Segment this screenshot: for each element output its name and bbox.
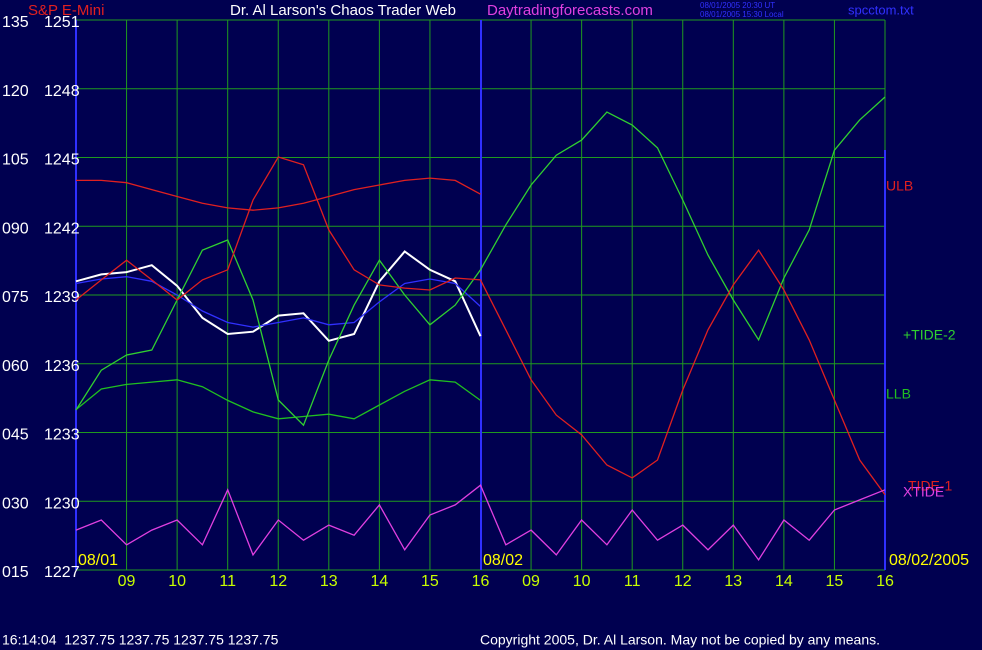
series-line: [75, 250, 482, 342]
y-tick-label: 1230: [44, 495, 80, 512]
x-tick-label: 12: [674, 573, 692, 590]
date-label: 08/01: [78, 552, 118, 569]
website: Daytradingforecasts.com: [487, 2, 653, 19]
y2-tick-label: 090: [2, 220, 29, 237]
series-line: [75, 379, 481, 420]
file-name: spcctom.txt: [848, 2, 914, 17]
y-tick-label: 1245: [44, 152, 80, 169]
y2-tick-label: 060: [2, 358, 29, 375]
y-tick-label: 1248: [44, 83, 80, 100]
x-tick-label: 12: [269, 573, 287, 590]
x-tick-label: 15: [421, 573, 439, 590]
series-line: [75, 156, 886, 496]
x-tick-label: 13: [724, 573, 742, 590]
x-tick-label: 10: [573, 573, 591, 590]
x-tick-label: 11: [219, 573, 236, 590]
x-tick-label: 11: [624, 573, 641, 590]
chart-title: Dr. Al Larson's Chaos Trader Web: [230, 2, 456, 19]
x-tick-label: 09: [522, 573, 540, 590]
x-tick-label: 14: [370, 573, 388, 590]
series-label: LLB: [886, 386, 911, 402]
y2-tick-label: 135: [2, 14, 29, 31]
y-tick-label: 1227: [44, 564, 80, 581]
timestamp: 08/01/2005 20:30 UT: [700, 1, 775, 10]
status-line: 16:14:04 1237.75 1237.75 1237.75 1237.75: [2, 632, 279, 648]
date-label: 08/02/2005: [889, 552, 969, 569]
series-label: +TIDE-2: [903, 327, 956, 343]
series-label: ULB: [886, 178, 913, 194]
y2-tick-label: 075: [2, 289, 29, 306]
copyright: Copyright 2005, Dr. Al Larson. May not b…: [480, 632, 880, 648]
series-label: TIDE-1: [908, 478, 953, 494]
x-tick-label: 15: [826, 573, 844, 590]
series-line: [75, 96, 886, 427]
y2-tick-label: 045: [2, 427, 29, 444]
x-tick-label: 13: [320, 573, 338, 590]
timestamp: 08/01/2005 15:30 Local: [700, 10, 784, 19]
x-tick-label: 14: [775, 573, 793, 590]
y-tick-label: 1236: [44, 358, 80, 375]
x-tick-label: 09: [118, 573, 136, 590]
series-line: [75, 276, 481, 328]
x-tick-label: 10: [168, 573, 186, 590]
y-tick-label: 1239: [44, 289, 80, 306]
instrument: S&P E-Mini: [28, 2, 104, 19]
y2-tick-label: 105: [2, 152, 29, 169]
y-tick-label: 1251: [44, 14, 80, 31]
y-tick-label: 1233: [44, 427, 80, 444]
series-line: [76, 177, 481, 211]
y2-tick-label: 015: [2, 564, 29, 581]
x-tick-label: 16: [876, 573, 894, 590]
y-tick-label: 1242: [44, 220, 80, 237]
series-label: XTIDE: [903, 484, 944, 500]
series-line: [75, 484, 886, 562]
y2-tick-label: 120: [2, 83, 29, 100]
date-label: 08/02: [483, 552, 523, 569]
x-tick-label: 16: [472, 573, 490, 590]
y2-tick-label: 030: [2, 495, 29, 512]
